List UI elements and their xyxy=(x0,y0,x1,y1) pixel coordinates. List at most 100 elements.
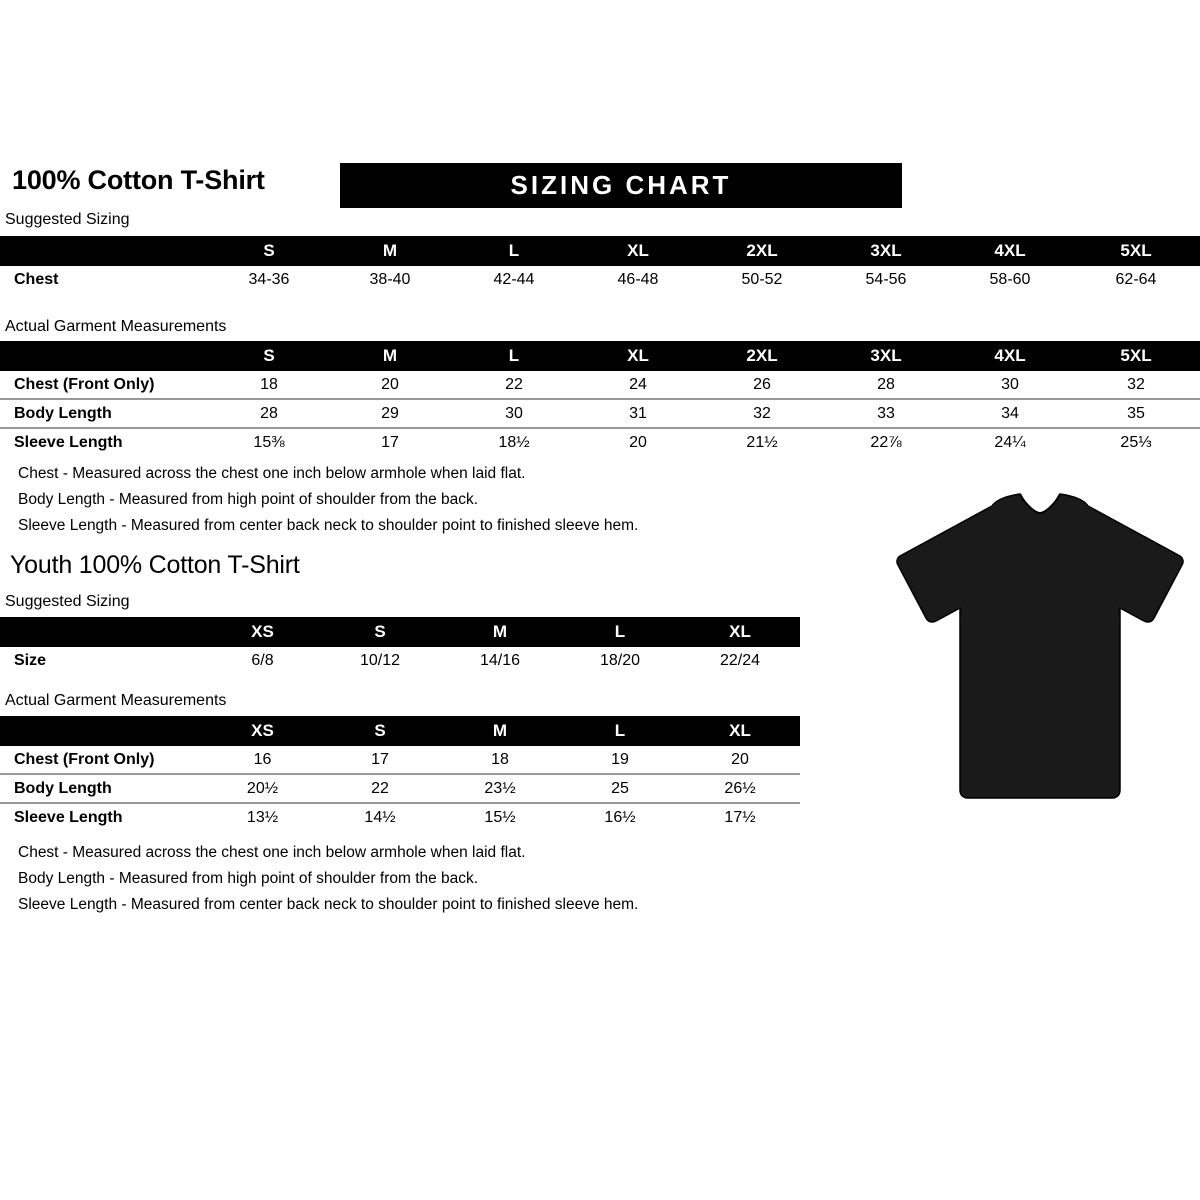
cell-value: 22 xyxy=(320,774,440,804)
column-header-l: L xyxy=(560,716,680,746)
column-header-2xl: 2XL xyxy=(700,341,824,371)
cell-value: 15½ xyxy=(484,808,516,826)
cell-value: 13½ xyxy=(246,808,279,826)
cell-value: 46-48 xyxy=(617,270,659,288)
cell-value: 25 xyxy=(560,774,680,804)
cell-value: 24 xyxy=(576,371,700,400)
row-label: Sleeve Length xyxy=(14,808,123,826)
table-row: Body Length 28 29 30 31 32 33 34 35 xyxy=(0,399,1200,429)
row-label: Chest xyxy=(14,270,59,288)
note-chest: Chest - Measured across the chest one in… xyxy=(18,844,526,861)
note-sleeve-length: Sleeve Length - Measured from center bac… xyxy=(18,896,639,913)
column-header-xs: XS xyxy=(205,617,320,647)
cell-value: 28 xyxy=(824,371,948,400)
cell-value: 26½ xyxy=(680,774,800,804)
row-label: Body Length xyxy=(0,399,210,429)
youth-actual-caption: Actual Garment Measurements xyxy=(5,692,227,709)
cell-value: 22 xyxy=(452,371,576,400)
column-header-blank xyxy=(0,236,210,266)
cell-value: 15⅜ xyxy=(253,433,285,451)
table-body: Size 6/8 10/12 14/16 18/20 22/24 xyxy=(0,647,800,674)
cell-value: 6/8 xyxy=(251,651,274,669)
cell-value: 42-44 xyxy=(493,270,535,288)
column-header-xl: XL xyxy=(576,236,700,266)
column-header-xl: XL xyxy=(680,716,800,746)
column-header-blank xyxy=(0,341,210,371)
youth-actual-measurements-table: XS S M L XL Chest (Front Only) 16 17 18 19 20 Body… xyxy=(0,716,800,831)
cell-value: 32 xyxy=(1072,371,1200,400)
cell-value: 34-36 xyxy=(248,270,290,288)
column-header-4xl: 4XL xyxy=(948,341,1072,371)
cell-value: 50-52 xyxy=(741,270,783,288)
note-sleeve-length: Sleeve Length - Measured from center bac… xyxy=(18,517,639,534)
cell-value: 22/24 xyxy=(719,651,761,669)
column-header-l: L xyxy=(452,341,576,371)
column-header-blank xyxy=(0,617,205,647)
cell-value: 35 xyxy=(1072,399,1200,429)
cell-value: 17 xyxy=(381,433,399,451)
table-row: Chest (Front Only) 16 17 18 19 20 xyxy=(0,746,800,775)
table-body: Chest 34-36 38-40 42-44 46-48 50-52 54-56 58-60… xyxy=(0,266,1200,293)
cell-value: 18/20 xyxy=(599,651,641,669)
table-header-row: XS S M L XL xyxy=(0,716,800,746)
adult-actual-measurements-table: S M L XL 2XL 3XL 4XL 5XL Chest (Front Only) 18 20… xyxy=(0,341,1200,456)
cell-value: 20 xyxy=(629,433,647,451)
cell-value: 21½ xyxy=(746,433,778,451)
cell-value: 22⅞ xyxy=(870,433,902,451)
sizing-chart-banner: SIZING CHART xyxy=(340,163,902,208)
table-row: Chest (Front Only) 18 20 22 24 26 28 30 32 xyxy=(0,371,1200,400)
column-header-m: M xyxy=(440,716,560,746)
column-header-5xl: 5XL xyxy=(1072,341,1200,371)
cell-value: 20½ xyxy=(205,774,320,804)
column-header-blank xyxy=(0,716,205,746)
table-row: Size 6/8 10/12 14/16 18/20 22/24 xyxy=(0,647,800,674)
column-header-5xl: 5XL xyxy=(1072,236,1200,266)
cell-value: 17½ xyxy=(724,808,756,826)
adult-measurement-notes: Chest - Measured across the chest one in… xyxy=(18,461,638,539)
cell-value: 25⅓ xyxy=(1120,433,1152,451)
table-header-row: S M L XL 2XL 3XL 4XL 5XL xyxy=(0,236,1200,266)
youth-section-title: Youth 100% Cotton T-Shirt xyxy=(10,551,300,579)
column-header-s: S xyxy=(210,341,328,371)
column-header-xl: XL xyxy=(680,617,800,647)
note-body-length: Body Length - Measured from high point o… xyxy=(18,870,479,887)
cell-value: 10/12 xyxy=(359,651,401,669)
cell-value: 30 xyxy=(948,371,1072,400)
cell-value: 14½ xyxy=(364,808,396,826)
cell-value: 62-64 xyxy=(1115,270,1157,288)
youth-measurement-notes: Chest - Measured across the chest one in… xyxy=(18,840,638,918)
adult-suggested-caption: Suggested Sizing xyxy=(5,211,130,228)
cell-value: 17 xyxy=(320,746,440,775)
cell-value: 20 xyxy=(680,746,800,775)
cell-value: 18 xyxy=(440,746,560,775)
adult-section-title: 100% Cotton T-Shirt xyxy=(12,165,265,195)
cell-value: 58-60 xyxy=(989,270,1031,288)
note-body-length: Body Length - Measured from high point o… xyxy=(18,491,479,508)
cell-value: 31 xyxy=(576,399,700,429)
youth-suggested-sizing-table: XS S M L XL Size 6/8 10/12 14/16 18/20 22/24 xyxy=(0,617,800,674)
cell-value: 24¼ xyxy=(994,433,1026,451)
column-header-s: S xyxy=(210,236,328,266)
cell-value: 16 xyxy=(205,746,320,775)
cell-value: 54-56 xyxy=(865,270,907,288)
column-header-3xl: 3XL xyxy=(824,236,948,266)
row-label: Body Length xyxy=(0,774,205,804)
row-label: Chest (Front Only) xyxy=(0,746,205,775)
adult-suggested-sizing-table: S M L XL 2XL 3XL 4XL 5XL Chest 34-36 38-40 42-44 46… xyxy=(0,236,1200,293)
cell-value: 18 xyxy=(210,371,328,400)
cell-value: 30 xyxy=(452,399,576,429)
youth-suggested-caption: Suggested Sizing xyxy=(5,593,130,610)
column-header-m: M xyxy=(328,236,452,266)
table-row: Sleeve Length 13½ 14½ 15½ 16½ 17½ xyxy=(0,803,800,831)
column-header-xl: XL xyxy=(576,341,700,371)
cell-value: 28 xyxy=(210,399,328,429)
table-row: Chest 34-36 38-40 42-44 46-48 50-52 54-56 58-60… xyxy=(0,266,1200,293)
table-row: Body Length 20½ 22 23½ 25 26½ xyxy=(0,774,800,804)
column-header-m: M xyxy=(440,617,560,647)
table-header-row: XS S M L XL xyxy=(0,617,800,647)
sizing-chart-banner-label: SIZING CHART xyxy=(510,170,732,200)
table-header-row: S M L XL 2XL 3XL 4XL 5XL xyxy=(0,341,1200,371)
cell-value: 32 xyxy=(700,399,824,429)
row-label: Chest (Front Only) xyxy=(0,371,210,400)
cell-value: 20 xyxy=(328,371,452,400)
